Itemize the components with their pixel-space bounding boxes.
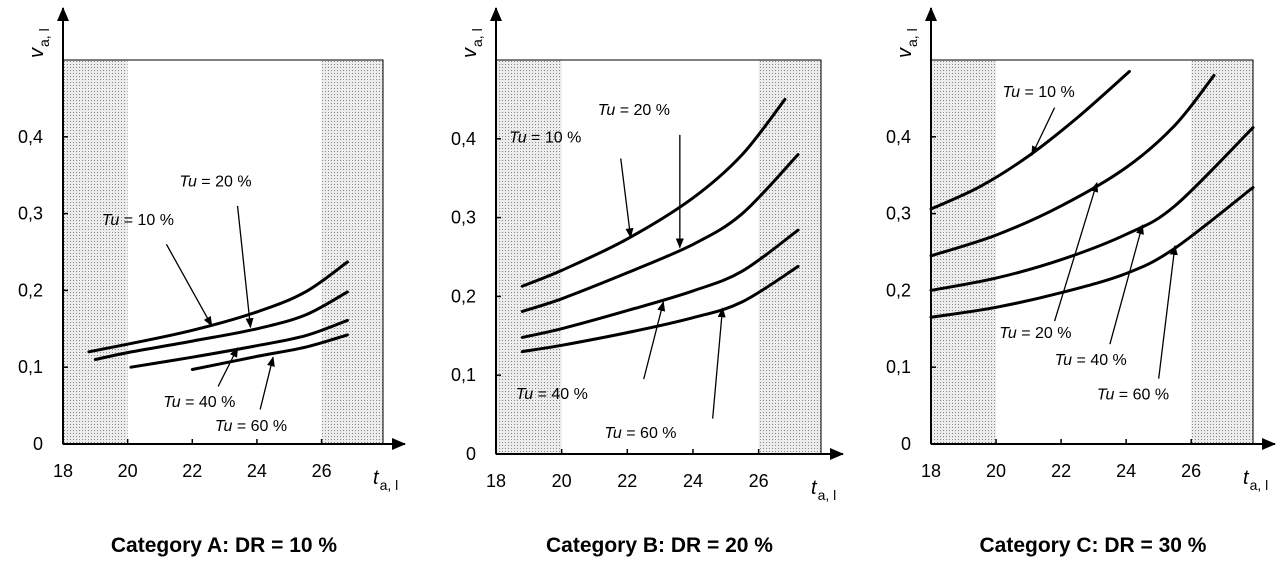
x-tick-label: 22 — [1051, 461, 1071, 481]
x-tick-label: 22 — [617, 471, 637, 491]
y-tick-label: 0,1 — [886, 357, 911, 377]
series-line-4 — [929, 186, 1255, 319]
annotation-label: Tu = 60 % — [1097, 386, 1169, 403]
y-tick-label: 0,3 — [886, 204, 911, 224]
annotation-label: Tu = 20 % — [999, 325, 1071, 342]
x-axis-label: ta, l — [1243, 467, 1268, 493]
annotation-arrow — [1053, 181, 1099, 322]
shaded-region — [63, 60, 128, 444]
y-tick-label: 0,4 — [886, 127, 911, 147]
y-tick-label: 0 — [901, 434, 911, 454]
chart-caption: Category A: DR = 10 % — [111, 534, 338, 557]
series-line-2 — [520, 153, 800, 313]
y-axis-label: va, l — [894, 28, 920, 58]
annotation-arrow — [1109, 224, 1144, 345]
x-tick-label: 24 — [683, 471, 703, 491]
chart-panel-1: 18 20 22 24 26 0 0,1 0,2 0,3 0,4 va, l ta, l Tu = 10… — [451, 7, 844, 557]
shaded-region — [1191, 60, 1253, 444]
y-tick-label: 0,2 — [18, 280, 43, 300]
annotation-arrow — [712, 307, 726, 419]
shaded-region — [321, 60, 383, 444]
x-tick-label: 26 — [749, 471, 769, 491]
series-line-1 — [87, 260, 349, 354]
x-tick-label: 26 — [312, 461, 332, 481]
y-tick-label: 0 — [466, 444, 476, 464]
annotation-label: Tu = 40 % — [163, 394, 235, 411]
y-axis-label: va, l — [459, 28, 485, 58]
annotation-label: Tu = 60 % — [215, 418, 287, 435]
series-line-1 — [929, 70, 1131, 211]
x-tick-label: 22 — [182, 461, 202, 481]
shaded-region — [758, 60, 821, 454]
annotation-label: Tu = 20 % — [179, 174, 251, 191]
y-tick-label: 0,1 — [18, 357, 43, 377]
y-tick-label: 0,4 — [18, 127, 43, 147]
y-tick-label: 0,1 — [451, 365, 476, 385]
annotation-arrow — [1158, 244, 1178, 379]
series-line-4 — [190, 333, 349, 371]
chart-panel-0: 18 20 22 24 26 0 0,1 0,2 0,3 0,4 va, l ta, l Tu = 10… — [18, 7, 406, 557]
annotation-arrow — [217, 347, 239, 387]
annotation-arrow — [259, 356, 275, 410]
series-line-3 — [520, 228, 800, 339]
x-axis-label: ta, l — [811, 477, 836, 503]
chart-caption: Category C: DR = 30 % — [980, 534, 1207, 557]
x-tick-label: 18 — [486, 471, 506, 491]
annotation-arrow — [643, 300, 666, 380]
annotation-label: Tu = 10 % — [102, 212, 174, 229]
series-line-2 — [93, 290, 349, 361]
annotation-label: Tu = 40 % — [516, 386, 588, 403]
x-tick-label: 20 — [118, 461, 138, 481]
annotation-arrow — [165, 244, 213, 327]
annotation-arrow — [1031, 107, 1056, 157]
x-tick-label: 24 — [247, 461, 267, 481]
x-axis-label: ta, l — [373, 467, 398, 493]
annotation-label: Tu = 40 % — [1055, 352, 1127, 369]
y-tick-label: 0,2 — [886, 280, 911, 300]
chart-caption: Category B: DR = 20 % — [546, 534, 773, 557]
x-tick-label: 26 — [1181, 461, 1201, 481]
x-tick-label: 18 — [921, 461, 941, 481]
annotation-arrow — [620, 158, 634, 239]
annotation-label: Tu = 10 % — [1003, 84, 1075, 101]
x-tick-label: 18 — [53, 461, 73, 481]
series-line-1 — [520, 97, 787, 288]
annotation-arrow — [236, 205, 254, 329]
series-line-3 — [129, 318, 349, 369]
y-axis-label: va, l — [26, 28, 52, 58]
y-tick-label: 0,3 — [451, 208, 476, 228]
x-tick-label: 24 — [1116, 461, 1136, 481]
x-tick-label: 20 — [552, 471, 572, 491]
y-tick-label: 0 — [33, 434, 43, 454]
series-line-4 — [520, 265, 800, 354]
annotation-label: Tu = 10 % — [509, 130, 581, 147]
y-tick-label: 0,2 — [451, 286, 476, 306]
series-line-3 — [929, 126, 1255, 292]
annotation-label: Tu = 60 % — [604, 425, 676, 442]
shaded-region — [496, 60, 562, 454]
x-tick-label: 20 — [986, 461, 1006, 481]
y-tick-label: 0,4 — [451, 129, 476, 149]
chart-panel-2: 18 20 22 24 26 0 0,1 0,2 0,3 0,4 va, l ta, l Tu = 10… — [886, 7, 1276, 557]
y-tick-label: 0,3 — [18, 204, 43, 224]
annotation-label: Tu = 20 % — [598, 102, 670, 119]
